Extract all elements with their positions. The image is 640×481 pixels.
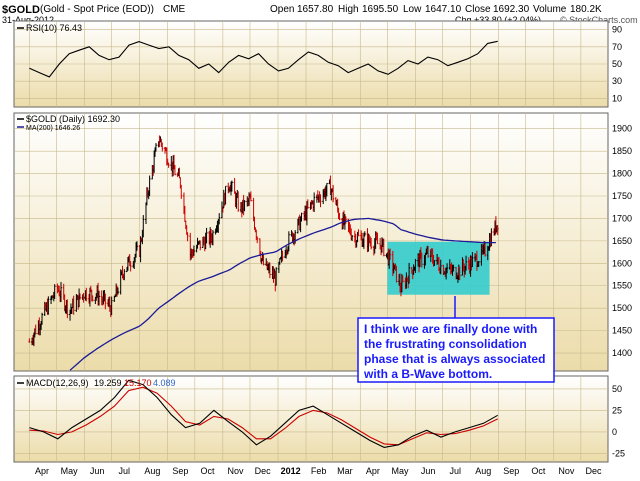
x-tick-label: May xyxy=(392,466,410,476)
annotation-box xyxy=(357,317,555,383)
close-value: 1692.30 xyxy=(493,4,530,15)
high-label: High xyxy=(338,4,359,15)
price-y-tick-label: 1850 xyxy=(612,146,632,156)
close-label: Close xyxy=(465,4,491,15)
x-tick-label: Dec xyxy=(586,466,603,476)
price-y-tick-label: 1700 xyxy=(612,213,632,223)
macd-y-tick-label: 50 xyxy=(612,384,622,394)
macd-legend-label: MACD(12,26,9) xyxy=(26,378,89,388)
price-y-tick-label: 1650 xyxy=(612,236,632,246)
rsi-legend-text: RSI(10) 76.43 xyxy=(26,23,82,33)
x-tick-label: Jul xyxy=(119,466,131,476)
price-y-tick-label: 1450 xyxy=(612,326,632,336)
price-layer xyxy=(28,135,499,371)
rsi-y-tick-label: 30 xyxy=(612,76,622,86)
signal-line xyxy=(29,386,498,446)
hist-legend-value: 4.089 xyxy=(153,378,176,388)
price-legend-text: $GOLD (Daily) 1692.30 xyxy=(26,114,120,124)
rsi-layer xyxy=(29,40,498,78)
macd-legend-value: 19.259 xyxy=(94,378,122,388)
annotation-line-1: I think we are finally done with xyxy=(364,322,537,336)
rsi-y-tick-label: 70 xyxy=(612,42,622,52)
watermark-text: © StockCharts.com xyxy=(560,15,638,25)
rsi-legend: RSI(10) 76.43 xyxy=(17,23,82,33)
change-value: Chg +33.80 (+2.04%) xyxy=(455,15,541,25)
open-value: 1657.80 xyxy=(297,4,334,15)
price-legend: $GOLD (Daily) 1692.30 MA(200) 1646.26 xyxy=(17,114,120,132)
x-tick-label: Sep xyxy=(172,466,188,476)
x-tick-label: Apr xyxy=(366,466,380,476)
x-tick-label: Apr xyxy=(35,466,49,476)
price-y-tick-label: 1500 xyxy=(612,303,632,313)
x-tick-label: Dec xyxy=(255,466,272,476)
x-tick-label: Feb xyxy=(311,466,327,476)
axis-labels: Apr May Jun Jul Aug Sep Oct Nov Dec 2012 Feb Mar Apr… xyxy=(35,25,632,476)
ma-legend-text: MA(200) 1646.26 xyxy=(26,125,80,132)
rsi-y-tick-label: 50 xyxy=(612,59,622,69)
price-y-tick-label: 1900 xyxy=(612,124,632,134)
x-tick-label: Nov xyxy=(558,466,575,476)
annotation-callout: I think we are finally done with the fru… xyxy=(357,296,555,383)
x-tick-label: Jun xyxy=(90,466,105,476)
signal-legend-value: 15.170 xyxy=(124,378,152,388)
x-tick-label: Nov xyxy=(227,466,244,476)
annotation-line-2: the frustrating consolidation xyxy=(364,337,527,351)
low-label: Low xyxy=(403,4,422,15)
ma200-line xyxy=(69,217,496,371)
symbol-label: $GOLD xyxy=(2,4,40,16)
macd-y-tick-label: -25 xyxy=(612,448,625,458)
chart-date: 31-Aug-2012 xyxy=(2,15,54,25)
macd-line xyxy=(29,379,498,448)
price-y-tick-label: 1550 xyxy=(612,281,632,291)
grid-lines xyxy=(14,21,608,462)
rsi-line xyxy=(29,40,498,78)
x-tick-label: Sep xyxy=(503,466,519,476)
macd-panel xyxy=(13,375,609,463)
macd-y-tick-label: 25 xyxy=(612,405,622,415)
price-y-tick-label: 1750 xyxy=(612,191,632,201)
low-value: 1647.10 xyxy=(425,4,462,15)
x-tick-label: Aug xyxy=(475,466,491,476)
x-tick-label: Mar xyxy=(337,466,353,476)
annotation-line-4: with a B-Wave bottom. xyxy=(363,367,492,381)
price-y-tick-label: 1400 xyxy=(612,348,632,358)
annotation-line-3: phase that is always associated xyxy=(364,352,545,366)
volume-label: Volume xyxy=(533,4,567,15)
open-label: Open xyxy=(270,4,294,15)
macd-layer xyxy=(29,379,498,448)
price-y-tick-label: 1600 xyxy=(612,258,632,268)
x-tick-label: Oct xyxy=(200,466,215,476)
high-value: 1695.50 xyxy=(362,4,399,15)
x-tick-label: Jul xyxy=(449,466,461,476)
x-tick-label: 2012 xyxy=(281,466,301,476)
macd-legend: MACD(12,26,9) 19.259 15.170 4.089 xyxy=(17,378,176,388)
volume-value: 180.2K xyxy=(570,4,602,15)
x-tick-label: Jun xyxy=(421,466,436,476)
rsi-y-tick-label: 90 xyxy=(612,25,622,35)
macd-y-tick-label: 0 xyxy=(612,427,617,437)
x-tick-label: Aug xyxy=(144,466,160,476)
x-tick-label: Oct xyxy=(531,466,546,476)
price-y-tick-label: 1800 xyxy=(612,169,632,179)
rsi-y-tick-label: 10 xyxy=(612,93,622,103)
instrument-name: (Gold - Spot Price (EOD)) xyxy=(40,4,154,15)
x-tick-label: May xyxy=(61,466,79,476)
exchange-label: CME xyxy=(163,4,186,15)
